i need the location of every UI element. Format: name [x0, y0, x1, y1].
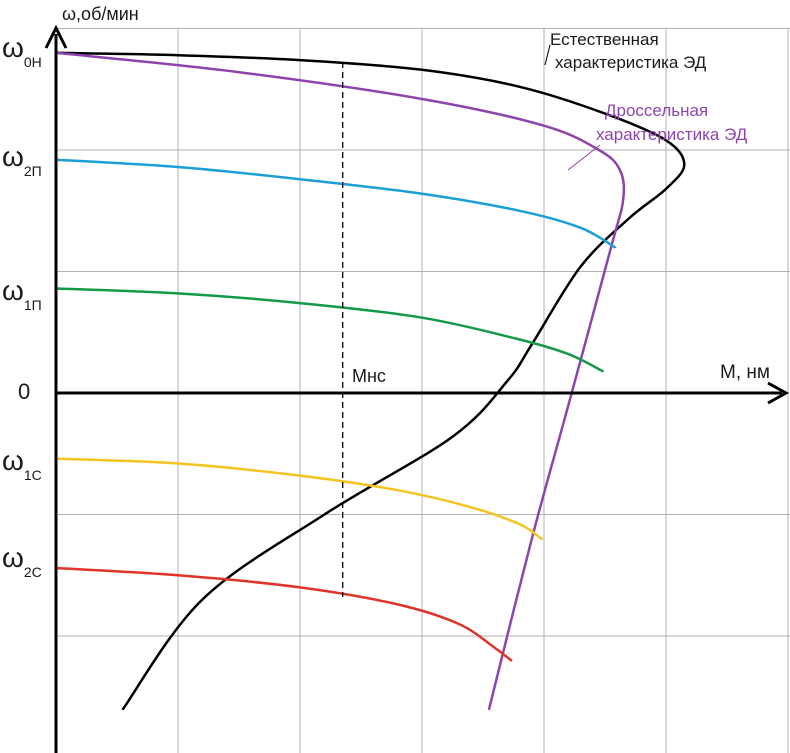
legend-leaders [544, 44, 601, 171]
y-tick-subscript: 2П [24, 163, 42, 179]
omega-2p-curve [54, 158, 617, 249]
mnc-marker-label: Мнс [352, 366, 386, 386]
y-tick-symbol: ω [2, 445, 24, 476]
y-tick-symbol: ω [2, 542, 24, 573]
y-axis-arrow [44, 24, 68, 49]
omega-1c-curve [54, 457, 543, 541]
grid [56, 28, 790, 753]
throttle-characteristic-curve [54, 51, 626, 711]
y-tick-symbol: ω [2, 32, 24, 63]
throttle-leader [567, 144, 601, 171]
y-tick-label: ω1П [2, 275, 42, 313]
y-tick-label: ω0Н [2, 32, 42, 70]
y-tick-label: ω1С [2, 445, 42, 483]
y-tick-symbol: ω [2, 141, 24, 172]
legend-text: Дроссельная [605, 101, 708, 120]
y-tick-label: 0 [18, 379, 30, 404]
y-tick-symbol: 0 [18, 379, 30, 404]
legend-text: Естественная [550, 30, 659, 49]
y-tick-subscript: 0Н [24, 54, 42, 70]
curves [54, 51, 686, 711]
x-axis-title: М, нм [720, 362, 770, 383]
axes [44, 24, 790, 753]
omega-1p-curve [54, 287, 604, 373]
legend-text: характеристика ЭД [555, 53, 707, 72]
y-tick-subscript: 1С [24, 467, 42, 483]
omega-2c-curve [54, 566, 513, 662]
y-tick-label: ω2С [2, 542, 42, 580]
y-tick-label: ω2П [2, 141, 42, 179]
legend-text: характеристика ЭД [596, 125, 748, 144]
natural-characteristic-curve [54, 51, 686, 711]
x-axis-arrow [767, 381, 790, 405]
y-axis-title: ω,об/мин [62, 4, 139, 24]
y-tick-subscript: 2С [24, 564, 42, 580]
labels: ω,об/мин М, нм Мнс [62, 4, 770, 386]
y-tick-symbol: ω [2, 275, 24, 306]
legend: Естественная характеристика ЭД Дроссельная… [550, 30, 748, 144]
natural-leader [544, 44, 551, 66]
y-tick-subscript: 1П [24, 297, 42, 313]
